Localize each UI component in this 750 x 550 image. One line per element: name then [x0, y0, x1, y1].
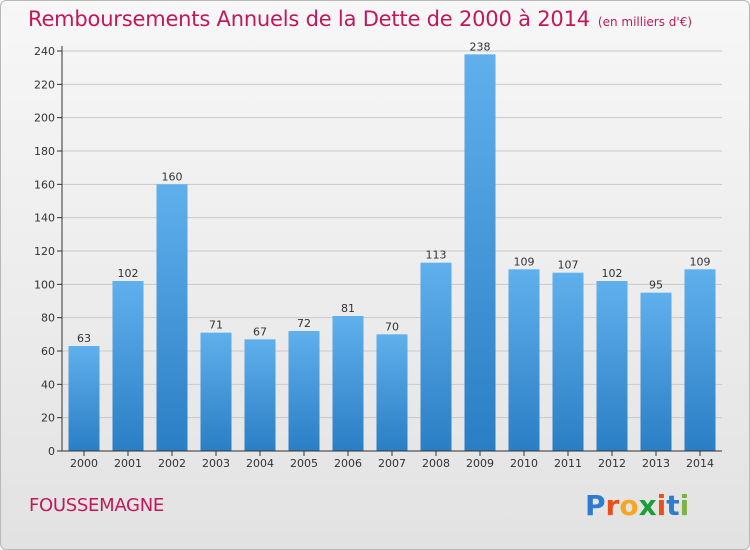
- x-tick-label: 2000: [70, 457, 98, 470]
- logo-letter: i: [679, 489, 690, 522]
- chart-title: Remboursements Annuels de la Dette de 20…: [28, 7, 590, 31]
- y-tick-label: 220: [34, 78, 55, 91]
- y-tick-label: 240: [34, 45, 55, 58]
- data-label: 71: [209, 319, 223, 332]
- logo-letter: i: [656, 489, 667, 522]
- y-tick-label: 100: [34, 278, 55, 291]
- data-label: 109: [690, 255, 711, 268]
- data-label: 109: [514, 255, 535, 268]
- logo-letter: x: [638, 489, 657, 522]
- bar: [156, 184, 188, 452]
- bar: [376, 334, 408, 451]
- x-tick-label: 2003: [202, 457, 230, 470]
- bar: [596, 281, 628, 451]
- y-tick-label: 20: [41, 412, 55, 425]
- bar: [640, 292, 672, 451]
- bar: [552, 272, 584, 451]
- y-tick-label: 200: [34, 112, 55, 125]
- x-tick-label: 2001: [114, 457, 142, 470]
- data-label: 238: [470, 40, 491, 53]
- proxiti-logo: Proxiti: [585, 489, 689, 522]
- x-tick-label: 2012: [598, 457, 626, 470]
- x-tick-label: 2007: [378, 457, 406, 470]
- bar: [68, 346, 100, 451]
- data-label: 67: [253, 325, 267, 338]
- bar: [288, 331, 320, 451]
- data-label: 72: [297, 317, 311, 330]
- data-label: 70: [385, 320, 399, 333]
- logo-letter: t: [666, 489, 680, 522]
- y-tick-label: 140: [34, 212, 55, 225]
- y-tick-label: 60: [41, 345, 55, 358]
- chart-subtitle: (en milliers d'€): [597, 15, 693, 29]
- logo-letter: r: [605, 489, 620, 522]
- data-label: 107: [558, 259, 579, 272]
- x-tick-label: 2010: [510, 457, 538, 470]
- x-tick-label: 2002: [158, 457, 186, 470]
- labels: 0 20 40 60 80 100 120 140 160 180 200 220 240 63 2000 1…: [34, 40, 714, 470]
- bar: [332, 316, 364, 451]
- bar: [112, 281, 144, 451]
- y-tick-label: 40: [41, 378, 55, 391]
- commune-name: FOUSSEMAGNE: [29, 495, 164, 516]
- data-label: 113: [426, 249, 447, 262]
- bar: [464, 54, 496, 451]
- title-row: Remboursements Annuels de la Dette de 20…: [28, 7, 692, 31]
- data-label: 160: [162, 170, 183, 183]
- axes: [57, 46, 722, 456]
- x-tick-label: 2005: [290, 457, 318, 470]
- bar: [508, 269, 540, 451]
- data-label: 81: [341, 302, 355, 315]
- bar: [420, 262, 452, 451]
- bar: [684, 269, 716, 451]
- y-tick-label: 180: [34, 145, 55, 158]
- y-tick-label: 80: [41, 312, 55, 325]
- y-tick-label: 160: [34, 178, 55, 191]
- bar: [200, 332, 232, 451]
- bar: [244, 339, 276, 451]
- x-tick-label: 2008: [422, 457, 450, 470]
- logo-letter: P: [585, 489, 606, 522]
- logo-letter: o: [619, 489, 639, 522]
- data-label: 63: [77, 332, 91, 345]
- x-tick-label: 2011: [554, 457, 582, 470]
- x-tick-label: 2009: [466, 457, 494, 470]
- bars: [68, 54, 716, 452]
- x-tick-label: 2014: [686, 457, 714, 470]
- y-tick-label: 0: [48, 445, 55, 458]
- x-tick-label: 2006: [334, 457, 362, 470]
- data-label: 102: [602, 267, 623, 280]
- x-tick-label: 2013: [642, 457, 670, 470]
- data-label: 95: [649, 279, 663, 292]
- x-tick-label: 2004: [246, 457, 274, 470]
- y-tick-label: 120: [34, 245, 55, 258]
- data-label: 102: [118, 267, 139, 280]
